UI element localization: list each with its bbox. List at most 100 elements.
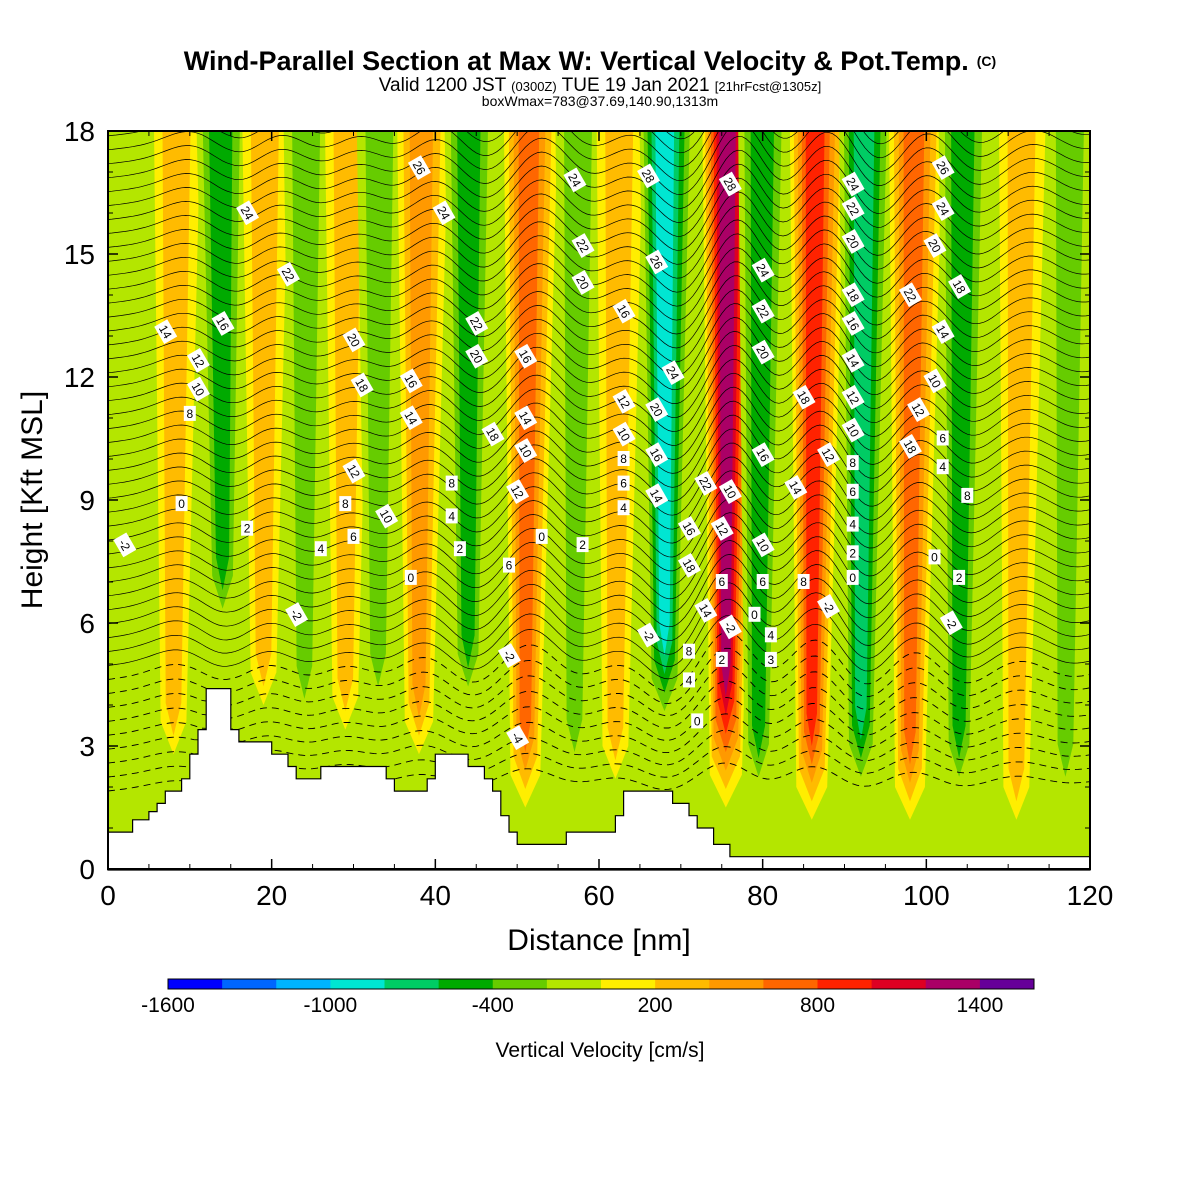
contour-label-bg: [898, 282, 922, 308]
contour-label-67: 24: [751, 257, 775, 283]
velocity-band-12-6: [719, 131, 736, 697]
contour-label-68: 22: [751, 298, 775, 324]
isentrope-20: [108, 456, 1090, 530]
contour-label-bg: [445, 475, 458, 491]
contour-label-bg: [481, 421, 505, 447]
contour-label-bg: [931, 155, 955, 181]
contour-label-text: 18: [483, 425, 502, 444]
contour-label-103: 10: [923, 368, 947, 394]
contour-label-text: 14: [647, 487, 666, 506]
contour-label-text: 16: [647, 446, 666, 465]
velocity-bands: [154, 131, 1090, 820]
contour-label-bg: [175, 496, 188, 512]
contour-label-text: 8: [800, 575, 807, 589]
contour-label-text: 8: [186, 407, 193, 421]
contour-label-bg: [683, 643, 695, 659]
colorbar-label: Vertical Velocity [cm/s]: [496, 1039, 705, 1062]
contour-label-84: 18: [841, 282, 865, 308]
contour-label-25: 2: [453, 541, 466, 557]
x-axis: 0 20 40 60 80 100 120: [100, 131, 1113, 911]
contour-label-bg: [718, 171, 742, 197]
contour-label-text: 20: [843, 232, 862, 251]
contour-label-bg: [846, 483, 859, 499]
contour-label-bg: [465, 311, 489, 336]
contour-label-91: 4: [846, 516, 859, 532]
isentrope-4: [108, 696, 1090, 741]
contour-label-51: 16: [645, 442, 669, 468]
contour-label-text: 20: [647, 401, 666, 420]
contour-label-6: 16: [211, 311, 235, 336]
contour-label-text: 2: [849, 546, 856, 560]
isentrope-41: [108, 163, 1090, 237]
contour-label-bg: [784, 475, 808, 500]
contour-label-58: 8: [683, 643, 695, 659]
contour-label-text: 16: [401, 372, 420, 391]
contour-label-37: 24: [563, 167, 587, 193]
contour-label-bg: [503, 557, 515, 573]
contour-label-19: 14: [399, 405, 423, 431]
contour-label-bg: [751, 339, 775, 365]
contour-label-45: 6: [617, 475, 630, 491]
contour-label-49: 24: [661, 360, 685, 386]
contour-label-bg: [342, 458, 366, 484]
contour-label-bg: [936, 430, 949, 446]
contour-label-41: 16: [612, 298, 636, 324]
colorbar-swatch: [871, 979, 927, 989]
contour-label-text: 22: [843, 200, 862, 219]
contour-label-bg: [764, 627, 777, 643]
contour-label-28: 18: [481, 421, 505, 447]
contour-label-bg: [506, 479, 530, 504]
colorbar-swatch: [601, 979, 656, 989]
y-axis: 0 3 6 9 12 15 18: [64, 116, 1090, 885]
contour-label-text: 18: [794, 388, 813, 407]
contour-label-bg: [718, 479, 742, 504]
x-tick-label: 0: [100, 880, 116, 911]
contour-label-bg: [113, 532, 137, 558]
isentrope-13: [108, 554, 1090, 628]
contour-label-bg: [453, 541, 466, 557]
contour-label-bg: [571, 233, 595, 258]
isentrope-15: [108, 526, 1090, 600]
contour-label-bg: [445, 508, 458, 524]
contour-label-text: 8: [964, 489, 971, 503]
contour-label-text: 18: [901, 437, 920, 456]
contour-label-text: 10: [614, 425, 633, 444]
contour-label-text: 10: [720, 483, 739, 502]
contour-label-bg: [718, 614, 742, 640]
contour-label-bg: [907, 397, 931, 422]
isentrope-11: [108, 582, 1090, 655]
contour-label-text: 24: [434, 204, 453, 223]
x-tick-label: 120: [1067, 880, 1114, 911]
x-tick-label: 60: [583, 880, 614, 911]
isentrope-34: [108, 261, 1090, 335]
contour-label-text: 12: [508, 483, 527, 502]
contour-label-26: 22: [465, 311, 489, 336]
isentrope-23: [108, 414, 1090, 488]
contour-label-text: 22: [901, 286, 920, 305]
isentrope-17: [108, 498, 1090, 572]
contour-label-text: 26: [410, 159, 429, 178]
contour-label-bg: [576, 537, 589, 553]
contour-label-12: 12: [342, 458, 366, 484]
contour-label-text: 4: [939, 460, 946, 474]
isentrope-22: [108, 428, 1090, 502]
contour-label-text: 24: [565, 171, 584, 190]
contour-label-text: 12: [189, 351, 208, 370]
contour-label-36: 0: [535, 528, 548, 544]
isentrope-3: [108, 713, 1090, 754]
contour-label-bg: [375, 503, 399, 529]
y-tick-label: 0: [79, 854, 95, 885]
x-axis-label: Distance [nm]: [507, 924, 690, 957]
contour-label-14: 6: [347, 528, 360, 544]
y-tick-label: 9: [79, 485, 95, 516]
contour-label-80: -2: [817, 593, 841, 619]
isentrope-1: [108, 746, 1090, 778]
contour-label-text: 0: [694, 714, 701, 728]
contour-label-bg: [677, 516, 701, 541]
contour-label-bg: [817, 593, 841, 619]
contour-label-57: 14: [694, 598, 718, 623]
contour-label-text: 16: [213, 314, 232, 333]
contour-label-72: 6: [756, 574, 769, 589]
contour-label-text: 24: [753, 261, 772, 280]
contour-label-64: 6: [715, 574, 728, 589]
